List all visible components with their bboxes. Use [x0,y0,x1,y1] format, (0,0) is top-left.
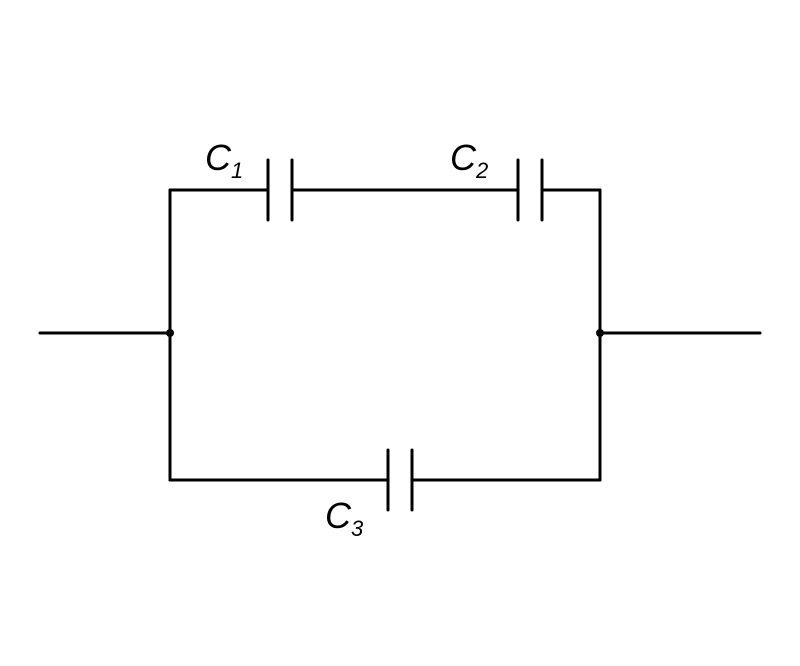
node-right [596,329,604,337]
circuit-diagram: C1C2C3 [0,0,800,666]
node-left [166,329,174,337]
